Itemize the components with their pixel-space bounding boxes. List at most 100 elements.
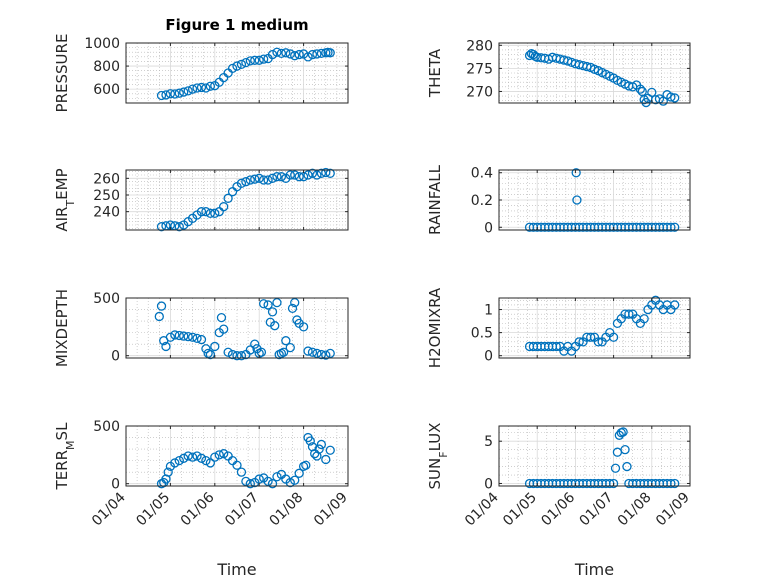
data-point (272, 472, 282, 482)
data-point (290, 475, 300, 485)
axes-terrmsl: 0 500 01/04 01/05 01/06 01/07 01/08 01/09 Time TE… (53, 419, 351, 579)
x-tick-label: 01/07 (222, 490, 262, 530)
data-point (192, 451, 202, 461)
data-point (267, 49, 278, 60)
y-tick-label: 280 (466, 38, 493, 54)
data-point (154, 311, 164, 322)
x-tick-label: 01/08 (267, 490, 307, 530)
y-axis-label: TERRMSL (53, 422, 77, 491)
data-point (312, 170, 322, 180)
data-point (608, 332, 619, 342)
data-point (263, 300, 273, 310)
x-axis-label: Time (216, 560, 256, 579)
data-point (179, 87, 189, 97)
data-point (196, 334, 207, 345)
data-point (174, 455, 184, 466)
axes-box (125, 425, 349, 487)
data-point (219, 449, 229, 459)
data-point (278, 347, 289, 357)
data-point (316, 48, 327, 59)
data-point (290, 51, 300, 61)
data-point (179, 331, 189, 341)
data-point (285, 342, 295, 353)
data-point (205, 81, 216, 91)
data-point (267, 479, 278, 489)
y-tick-label: 0.4 (471, 166, 493, 182)
data-point (321, 350, 331, 360)
axes-box (125, 42, 349, 104)
data-point (325, 445, 335, 455)
x-tick-label: 01/04 (89, 489, 129, 529)
data-point (272, 172, 282, 182)
axes-rainfall: 0 0.2 0.4 RAINFALL (426, 164, 691, 236)
data-point (312, 49, 322, 59)
data-point (196, 82, 207, 93)
axes-h2omixra: 0 0.5 1 H2OMIXRA (426, 287, 691, 368)
data-point (267, 173, 278, 183)
data-point (263, 175, 273, 185)
y-tick-label: 0.2 (471, 193, 493, 209)
data-point (156, 90, 167, 101)
y-tick-label: 270 (466, 84, 493, 100)
axes-box (498, 297, 691, 359)
y-tick-label: 0 (111, 477, 120, 493)
data-point (305, 436, 315, 446)
data-point (201, 83, 211, 93)
data-point (183, 86, 193, 96)
data-point (618, 427, 628, 437)
data-point (294, 49, 304, 60)
data-point (236, 351, 247, 361)
data-point (281, 336, 291, 346)
data-point (272, 47, 282, 57)
data-point (210, 208, 220, 218)
data-point (210, 452, 220, 462)
y-axis-label: PRESSURE (53, 34, 71, 113)
data-point (170, 89, 180, 99)
data-point (250, 55, 260, 65)
data-point (303, 52, 313, 62)
data-point (316, 168, 327, 178)
data-point (312, 348, 322, 359)
data-point (307, 347, 318, 357)
y-tick-label: 500 (93, 291, 120, 307)
data-point (165, 89, 176, 99)
data-point (307, 168, 318, 178)
data-point (290, 170, 300, 180)
data-point (272, 297, 282, 308)
data-point (174, 88, 184, 98)
data-point (196, 453, 207, 463)
data-point (156, 222, 167, 232)
axes-box (125, 169, 349, 231)
data-point (586, 332, 596, 342)
data-point (236, 178, 247, 188)
data-point (285, 477, 295, 488)
data-point (227, 63, 238, 74)
data-point (303, 170, 313, 180)
data-point (219, 324, 229, 334)
x-tick-label: 01/06 (538, 489, 578, 529)
data-point (670, 93, 680, 103)
data-point (258, 54, 269, 64)
y-tick-label: 275 (466, 61, 493, 77)
data-point (179, 453, 189, 463)
data-point (307, 49, 318, 60)
data-point (287, 303, 298, 314)
data-point (314, 444, 324, 454)
data-point (254, 173, 264, 183)
data-point (593, 337, 603, 347)
y-tick-label: 500 (93, 419, 120, 435)
data-point (241, 476, 251, 487)
data-point (294, 172, 304, 182)
data-point (316, 349, 327, 360)
data-point (214, 450, 224, 460)
data-point (205, 208, 216, 218)
data-point (572, 195, 582, 205)
data-point (276, 172, 287, 182)
y-axis-label: THETA (426, 48, 444, 98)
x-tick-label: 01/09 (311, 490, 351, 530)
data-point (187, 452, 198, 462)
y-axis-label: RAINFALL (426, 164, 444, 235)
y-tick-label: 0.5 (471, 326, 493, 342)
